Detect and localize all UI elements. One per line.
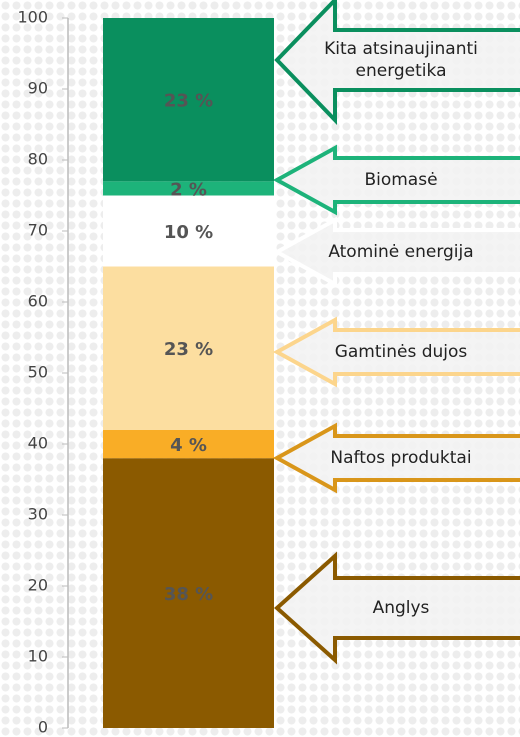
series-name: Kita atsinaujinanti energetika [324, 39, 478, 81]
data-label: 2 % [170, 179, 207, 200]
y-tick-label: 100 [17, 8, 48, 27]
series-name: Anglys [372, 598, 430, 618]
y-tick-label: 90 [28, 79, 48, 98]
y-tick-label: 20 [28, 576, 48, 595]
series-name: Atominė energija [328, 242, 474, 262]
data-label: 10 % [164, 222, 213, 243]
data-label: 23 % [164, 339, 213, 360]
bar-segment [103, 458, 274, 728]
callout-arrow [272, 316, 520, 388]
series-name: Gamtinės dujos [334, 342, 468, 362]
callout-arrow [274, 0, 520, 125]
y-tick-label: 30 [28, 505, 48, 524]
y-tick-label: 60 [28, 292, 48, 311]
y-tick-label: 70 [28, 221, 48, 240]
y-tick-label: 10 [28, 647, 48, 666]
bar-segment [103, 18, 274, 182]
callout-arrow [272, 216, 520, 288]
bar-segment [103, 266, 274, 430]
data-label: 4 % [170, 435, 207, 456]
series-name: Biomasė [364, 170, 438, 190]
bar-segment [103, 429, 274, 459]
callout-arrow [274, 551, 520, 665]
data-label: 38 % [164, 584, 213, 605]
callout-arrow [272, 144, 520, 216]
bar-segment [103, 181, 274, 196]
y-tick-label: 50 [28, 363, 48, 382]
y-tick-label: 80 [28, 150, 48, 169]
bar-segment [103, 195, 274, 267]
y-tick-label: 40 [28, 434, 48, 453]
data-label: 23 % [164, 91, 213, 112]
series-name: Naftos produktai [330, 448, 472, 468]
y-tick-label: 0 [38, 718, 48, 737]
callout-arrow [272, 422, 520, 494]
